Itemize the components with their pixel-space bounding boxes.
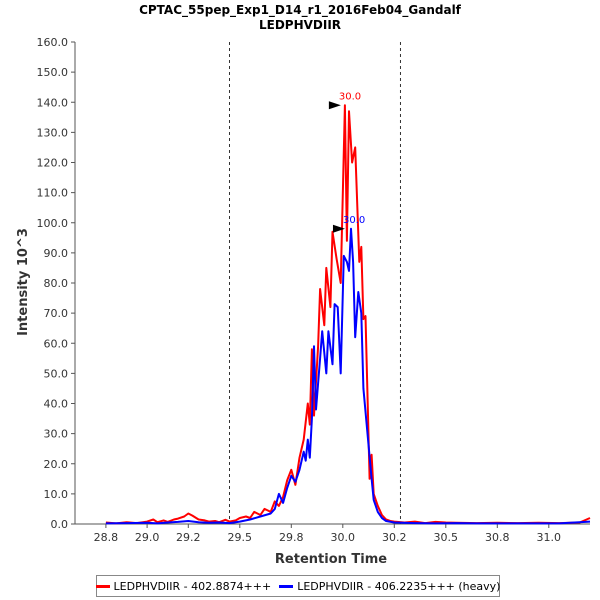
y-tick-label: 10.0 xyxy=(44,488,69,501)
y-tick-label: 70.0 xyxy=(44,307,69,320)
chart-legend: LEDPHVDIIR - 402.8874+++ LEDPHVDIIR - 40… xyxy=(95,575,500,597)
x-tick-label: 30.0 xyxy=(331,531,356,544)
x-tick-label: 29.0 xyxy=(135,531,160,544)
x-tick-label: 29.5 xyxy=(228,531,253,544)
legend-item-heavy: LEDPHVDIIR - 406.2235+++ (heavy) xyxy=(279,580,500,593)
x-tick-label: 30.5 xyxy=(434,531,459,544)
legend-swatch-heavy xyxy=(279,584,294,588)
x-tick-label: 31.0 xyxy=(537,531,562,544)
chart-subtitle: LEDPHVDIIR xyxy=(259,18,341,32)
y-tick-label: 120.0 xyxy=(37,157,69,170)
x-axis-label: Retention Time xyxy=(275,552,387,567)
y-tick-label: 0.0 xyxy=(51,518,69,531)
legend-label-heavy: LEDPHVDIIR - 406.2235+++ (heavy) xyxy=(297,579,501,593)
y-tick-label: 80.0 xyxy=(44,277,69,290)
y-tick-label: 160.0 xyxy=(37,36,69,49)
x-tick-label: 30.8 xyxy=(485,531,510,544)
legend-item-light: LEDPHVDIIR - 402.8874+++ xyxy=(95,579,272,593)
plot-background xyxy=(75,42,590,524)
y-tick-label: 140.0 xyxy=(37,96,69,109)
y-tick-label: 50.0 xyxy=(44,367,69,380)
y-tick-label: 20.0 xyxy=(44,458,69,471)
peak-label-light: 30.0 xyxy=(339,91,361,102)
y-tick-label: 100.0 xyxy=(37,217,69,230)
y-tick-label: 30.0 xyxy=(44,428,69,441)
x-tick-label: 28.8 xyxy=(94,531,119,544)
y-tick-label: 60.0 xyxy=(44,337,69,350)
peak-label-heavy: 30.0 xyxy=(343,215,365,226)
y-tick-label: 90.0 xyxy=(44,247,69,260)
y-axis-label: Intensity 10^3 xyxy=(16,228,31,336)
plot-area: 0.0 10.0 20.0 30.0 40.0 50.0 60.0 70.0 80.0 90.0 1… xyxy=(37,36,591,544)
y-tick-label: 130.0 xyxy=(37,126,69,139)
y-tick-label: 40.0 xyxy=(44,398,69,411)
series-line-heavy xyxy=(105,227,591,525)
x-tick-label: 29.2 xyxy=(176,531,201,544)
x-tick-label: 29.8 xyxy=(279,531,304,544)
peak-arrow-heavy xyxy=(332,224,345,233)
legend-label-light: LEDPHVDIIR - 402.8874+++ xyxy=(113,579,272,593)
chart-title: CPTAC_55pep_Exp1_D14_r1_2016Feb04_Gandal… xyxy=(139,3,462,18)
y-tick-label: 110.0 xyxy=(37,187,69,200)
legend-swatch-light xyxy=(95,584,110,588)
peak-arrow-light xyxy=(328,101,341,110)
y-tick-label: 150.0 xyxy=(37,66,69,79)
x-tick-label: 30.2 xyxy=(382,531,407,544)
